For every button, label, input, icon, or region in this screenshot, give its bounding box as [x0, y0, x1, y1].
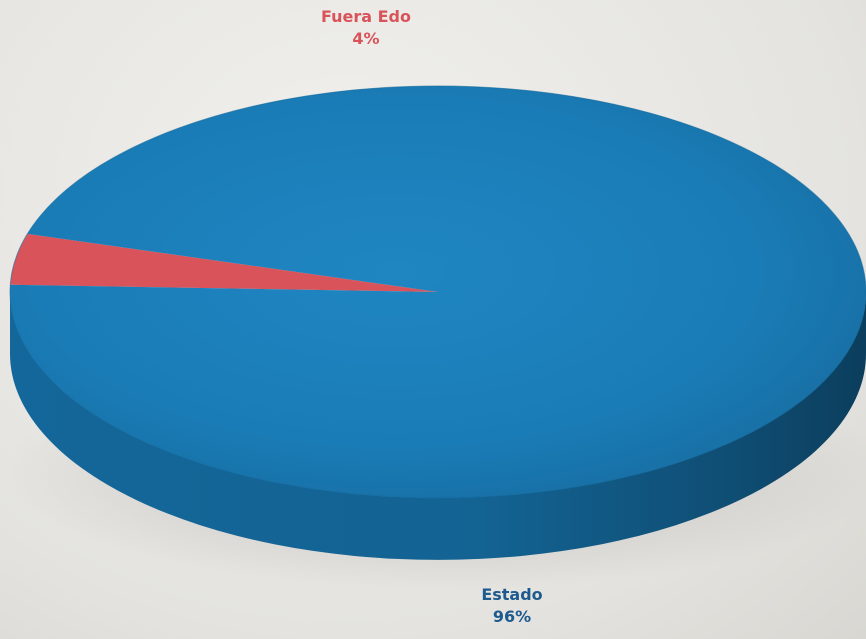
pie-group — [9, 85, 866, 560]
pie-side-wall — [10, 292, 866, 560]
slice-percent-estado: 96% — [492, 607, 532, 626]
slice-label-fuera-edo: Fuera Edo 4% — [306, 6, 426, 50]
pie-slice-fuera-edo — [10, 233, 439, 292]
pie-slice-estado — [9, 85, 866, 498]
pie-top-rim — [9, 85, 866, 499]
slice-name-fuera-edo: Fuera Edo — [320, 7, 411, 26]
slice-name-estado: Estado — [481, 585, 543, 604]
slice-label-estado: Estado 96% — [452, 584, 572, 628]
slice-percent-fuera-edo: 4% — [352, 29, 380, 48]
